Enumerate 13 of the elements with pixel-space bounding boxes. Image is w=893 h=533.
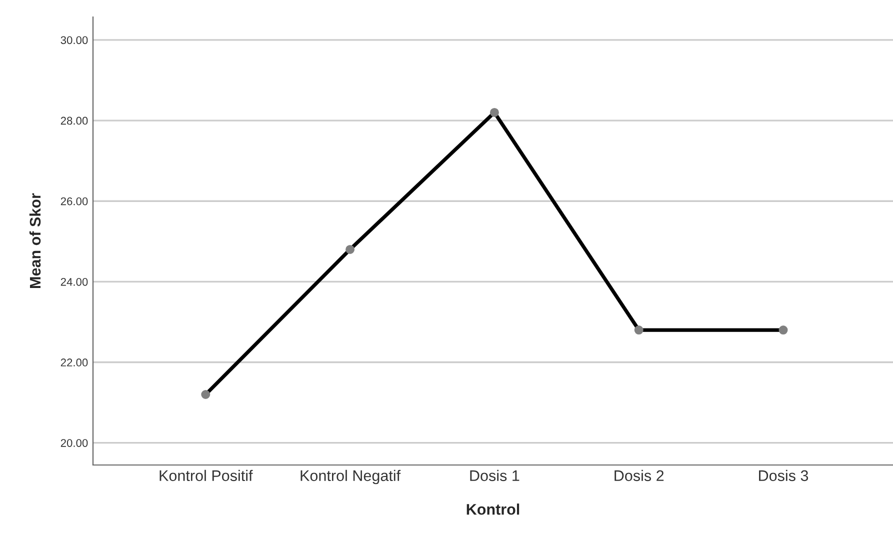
y-tick-label: 26.00 bbox=[60, 197, 88, 206]
x-tick-label: Dosis 1 bbox=[470, 470, 520, 482]
y-tick-label: 28.00 bbox=[60, 116, 88, 125]
y-tick-label: 24.00 bbox=[60, 278, 88, 286]
x-tick-label: Kontrol Negatif bbox=[300, 470, 401, 484]
y-axis-title: Mean of Skor bbox=[29, 193, 41, 288]
x-tick-label: Dosis 3 bbox=[759, 470, 808, 482]
y-tick-label: 20.00 bbox=[60, 439, 88, 447]
x-tick-label: Kontrol Positif bbox=[160, 470, 253, 482]
x-axis-title: Kontrol bbox=[466, 504, 520, 515]
y-tick-label: 22.00 bbox=[60, 358, 88, 366]
x-tick-label: Dosis 2 bbox=[614, 470, 664, 482]
y-tick-label: 30.00 bbox=[60, 36, 88, 44]
